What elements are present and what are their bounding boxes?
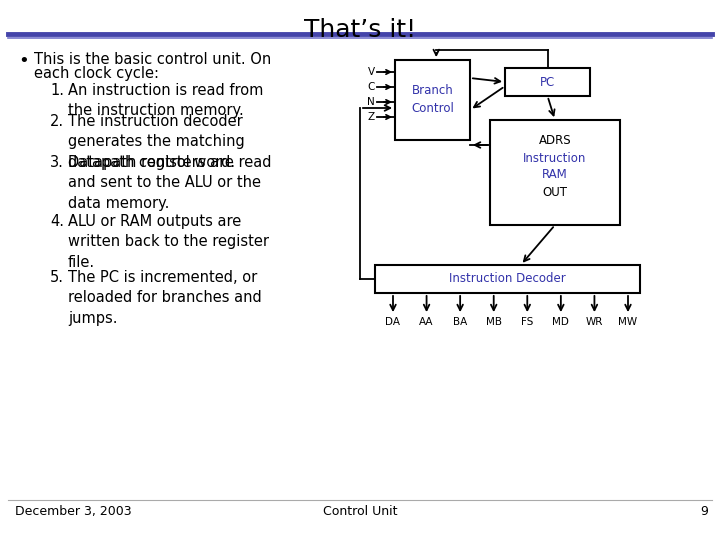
- Text: MB: MB: [486, 317, 502, 327]
- Text: 5.: 5.: [50, 270, 64, 285]
- Text: Instruction Decoder: Instruction Decoder: [449, 273, 566, 286]
- Text: Control Unit: Control Unit: [323, 505, 397, 518]
- Text: ADRS: ADRS: [539, 133, 571, 146]
- Text: 4.: 4.: [50, 214, 64, 229]
- Text: DA: DA: [385, 317, 400, 327]
- Text: 1.: 1.: [50, 83, 64, 98]
- Text: The instruction decoder
generates the matching
datapath control word.: The instruction decoder generates the ma…: [68, 114, 245, 170]
- Text: BA: BA: [453, 317, 467, 327]
- Text: each clock cycle:: each clock cycle:: [34, 66, 159, 81]
- Text: This is the basic control unit. On: This is the basic control unit. On: [34, 52, 271, 67]
- Text: C: C: [368, 82, 375, 92]
- Text: V: V: [368, 67, 375, 77]
- Bar: [505, 68, 590, 96]
- Text: MD: MD: [552, 317, 570, 327]
- Text: Datapath registers are read
and sent to the ALU or the
data memory.: Datapath registers are read and sent to …: [68, 155, 271, 211]
- Text: RAM: RAM: [542, 167, 568, 180]
- Text: •: •: [18, 52, 29, 70]
- Text: OUT: OUT: [542, 186, 567, 199]
- Bar: [395, 60, 470, 140]
- Text: FS: FS: [521, 317, 534, 327]
- Text: 3.: 3.: [50, 155, 64, 170]
- Text: WR: WR: [586, 317, 603, 327]
- Text: AA: AA: [419, 317, 434, 327]
- Text: Z: Z: [368, 112, 375, 122]
- Text: 2.: 2.: [50, 114, 64, 129]
- Text: ALU or RAM outputs are
written back to the register
file.: ALU or RAM outputs are written back to t…: [68, 214, 269, 270]
- Bar: [490, 120, 620, 225]
- Text: 9: 9: [700, 505, 708, 518]
- Text: An instruction is read from
the instruction memory.: An instruction is read from the instruct…: [68, 83, 264, 118]
- Text: December 3, 2003: December 3, 2003: [15, 505, 132, 518]
- Text: PC: PC: [540, 76, 555, 89]
- Text: Instruction: Instruction: [523, 152, 587, 165]
- Text: MW: MW: [618, 317, 638, 327]
- Text: That’s it!: That’s it!: [304, 18, 416, 42]
- Text: N: N: [367, 97, 375, 107]
- Text: Branch
Control: Branch Control: [411, 84, 454, 116]
- Bar: [375, 265, 640, 293]
- Text: The PC is incremented, or
reloaded for branches and
jumps.: The PC is incremented, or reloaded for b…: [68, 270, 262, 326]
